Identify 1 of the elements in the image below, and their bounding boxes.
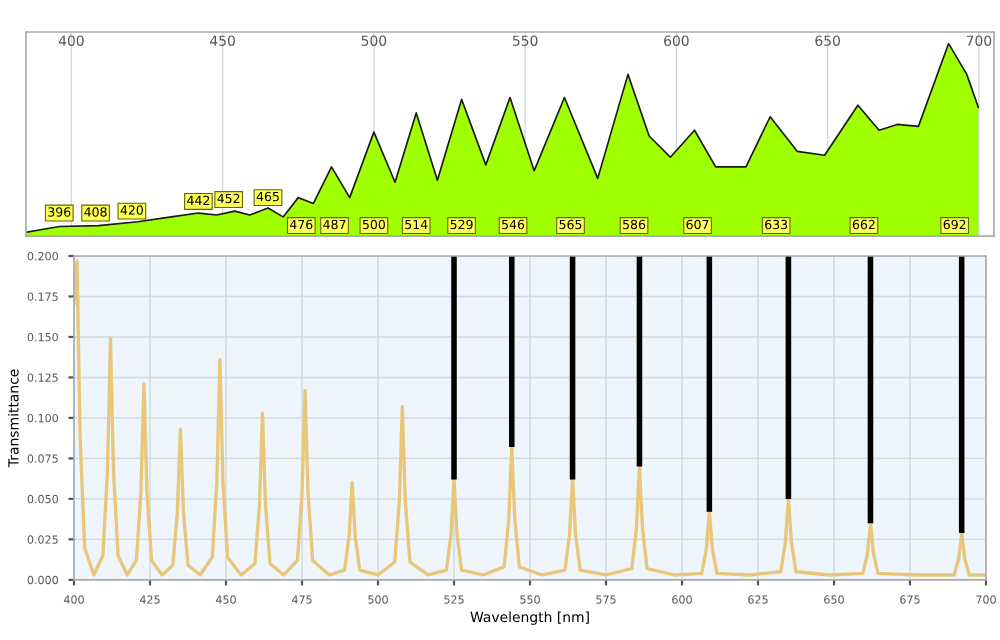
line-series (74, 259, 986, 577)
